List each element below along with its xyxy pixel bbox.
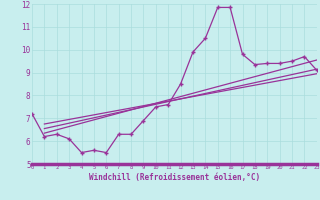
X-axis label: Windchill (Refroidissement éolien,°C): Windchill (Refroidissement éolien,°C) [89, 173, 260, 182]
